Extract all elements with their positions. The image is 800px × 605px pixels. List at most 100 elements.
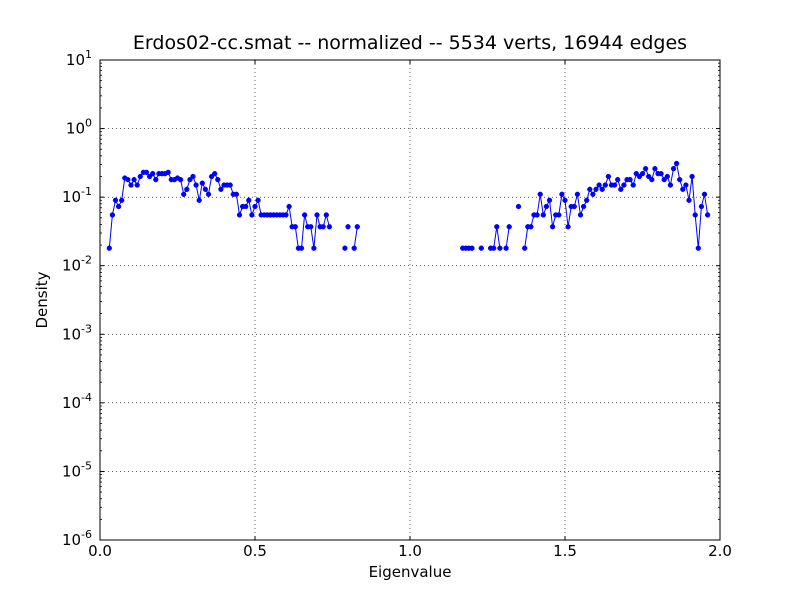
- data-point: [311, 245, 317, 251]
- data-point: [630, 182, 636, 188]
- y-tick-label: 10-3: [62, 322, 92, 343]
- data-point: [283, 212, 289, 218]
- data-point: [577, 212, 584, 218]
- data-point: [565, 224, 571, 230]
- data-point: [354, 224, 360, 230]
- tick-labels: 0.0 0.5 1.0 1.5 2.010110010-110-210-310-410-…: [62, 48, 732, 560]
- data-point: [704, 212, 711, 218]
- y-tick-exponent: -2: [81, 254, 92, 267]
- data-point: [540, 212, 546, 218]
- y-tick-base: 10: [62, 257, 81, 275]
- y-tick-base: 10: [66, 51, 85, 69]
- data-point: [252, 203, 258, 210]
- data-point: [469, 245, 475, 251]
- data-point: [323, 212, 329, 218]
- data-point: [190, 173, 196, 180]
- y-tick-label: 101: [66, 48, 92, 69]
- data-point: [590, 191, 596, 197]
- data-point: [686, 197, 692, 203]
- data-point: [199, 180, 205, 186]
- data-point: [549, 224, 556, 230]
- data-point: [698, 203, 705, 210]
- x-tick-label: 2.0: [708, 542, 732, 560]
- plot-frame: [99, 59, 721, 541]
- data-point: [106, 245, 112, 251]
- y-tick-label: 10-5: [62, 459, 92, 480]
- data-point: [506, 224, 512, 230]
- data-point: [233, 191, 240, 197]
- data-point: [695, 245, 701, 251]
- data-point: [286, 203, 292, 210]
- y-tick-base: 10: [62, 188, 81, 206]
- y-tick-label: 10-6: [62, 528, 92, 549]
- y-tick-label: 100: [66, 117, 92, 138]
- series-line: [505, 226, 510, 249]
- data-point: [658, 171, 664, 177]
- data-point: [165, 169, 171, 175]
- data-point: [639, 171, 646, 177]
- data-point: [537, 191, 543, 197]
- data-point: [205, 191, 212, 197]
- data-point: [692, 212, 698, 218]
- x-axis-label: Eigenvalue: [369, 563, 452, 581]
- data-point: [243, 203, 249, 210]
- y-tick-exponent: -3: [81, 322, 92, 335]
- data-point: [670, 166, 677, 172]
- data-point: [680, 186, 686, 192]
- data-point: [215, 176, 221, 183]
- data-point: [667, 182, 674, 188]
- data-point: [677, 176, 683, 183]
- data-point: [571, 203, 577, 210]
- data-point: [143, 169, 150, 175]
- data-point: [599, 186, 605, 192]
- data-point: [602, 182, 608, 188]
- data-point: [134, 182, 140, 188]
- data-point: [618, 186, 624, 192]
- data-point: [562, 197, 568, 203]
- data-point: [621, 182, 627, 188]
- data-point: [314, 212, 320, 218]
- x-tick-label: 1.5: [553, 542, 577, 560]
- data-point: [351, 245, 357, 251]
- data-point: [556, 212, 562, 218]
- data-point: [249, 212, 255, 218]
- data-point: [236, 212, 243, 218]
- data-point: [491, 245, 497, 251]
- series-line: [353, 226, 358, 249]
- y-tick-label: 10-1: [62, 185, 92, 206]
- y-tick-label: 10-2: [62, 254, 92, 275]
- data-point: [611, 182, 618, 188]
- data-point: [593, 186, 599, 192]
- data-point: [615, 176, 621, 183]
- data-point: [701, 191, 708, 197]
- data-point: [345, 224, 351, 230]
- chart-title: Erdos02-cc.smat -- normalized -- 5534 ve…: [133, 32, 687, 54]
- data-point: [543, 203, 550, 210]
- data-point: [522, 245, 528, 251]
- y-tick-exponent: -5: [81, 459, 92, 472]
- data-point: [584, 197, 590, 203]
- data-point: [649, 176, 655, 183]
- data-point: [128, 182, 134, 188]
- data-point: [673, 160, 680, 167]
- data-point: [503, 245, 509, 251]
- y-axis-label: Density: [33, 271, 51, 328]
- data-point: [308, 224, 314, 230]
- data-point: [137, 173, 143, 180]
- y-tick-base: 10: [62, 394, 81, 412]
- data-point: [181, 191, 187, 197]
- data-point: [494, 224, 500, 230]
- y-tick-base: 10: [62, 325, 81, 343]
- data-point: [689, 173, 695, 180]
- data-point: [218, 186, 224, 192]
- data-point: [627, 176, 633, 183]
- data-point: [125, 176, 131, 183]
- data-point: [587, 186, 593, 192]
- data-point: [298, 245, 305, 251]
- x-tick-label: 1.0: [398, 542, 422, 560]
- data-point: [546, 197, 553, 203]
- data-point: [646, 173, 652, 180]
- y-tick-exponent: 1: [85, 48, 92, 61]
- data-point: [212, 171, 218, 177]
